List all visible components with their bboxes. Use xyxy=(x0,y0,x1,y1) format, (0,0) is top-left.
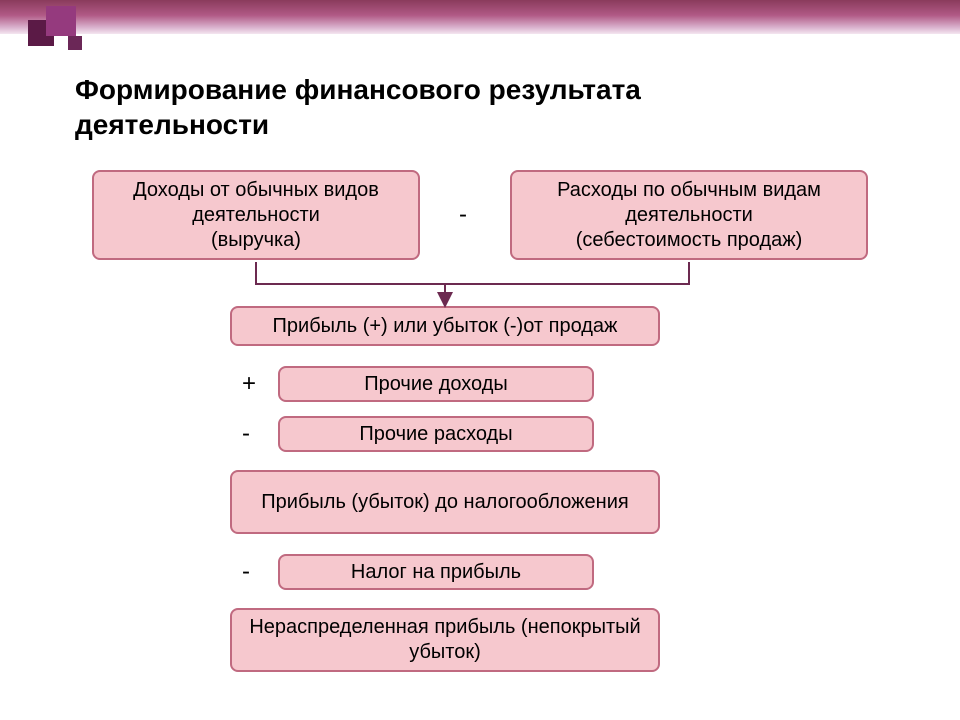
box-other-expense: Прочие расходы xyxy=(278,416,594,452)
box-other-income-text: Прочие доходы xyxy=(364,372,508,397)
box-expense-text: Расходы по обычным видам деятельности(се… xyxy=(520,178,858,253)
box-profit-before-tax-text: Прибыль (убыток) до налогообложения xyxy=(261,490,628,515)
box-profit-before-tax: Прибыль (убыток) до налогообложения xyxy=(230,470,660,534)
operator-minus-tax: - xyxy=(242,558,250,586)
box-other-expense-text: Прочие расходы xyxy=(359,422,512,447)
deco-square-3 xyxy=(68,36,82,50)
operator-plus: + xyxy=(242,370,256,398)
operator-minus-top: - xyxy=(459,201,467,229)
box-profit-sales-text: Прибыль (+) или убыток (-)от продаж xyxy=(273,314,618,339)
box-profit-sales: Прибыль (+) или убыток (-)от продаж xyxy=(230,306,660,346)
box-tax-text: Налог на прибыль xyxy=(351,560,521,585)
operator-minus-mid: - xyxy=(242,420,250,448)
title-line1: Формирование финансового результатадеяте… xyxy=(75,74,641,140)
box-tax: Налог на прибыль xyxy=(278,554,594,590)
deco-square-2 xyxy=(46,6,76,36)
box-retained: Нераспределенная прибыль (непокрытый убы… xyxy=(230,608,660,672)
box-expense: Расходы по обычным видам деятельности(се… xyxy=(510,170,868,260)
box-income-text: Доходы от обычных видов деятельности(выр… xyxy=(102,178,410,253)
slide-title: Формирование финансового результатадеяте… xyxy=(75,72,641,142)
box-retained-text: Нераспределенная прибыль (непокрытый убы… xyxy=(240,615,650,665)
box-other-income: Прочие доходы xyxy=(278,366,594,402)
topbar-gradient xyxy=(0,0,960,34)
box-income: Доходы от обычных видов деятельности(выр… xyxy=(92,170,420,260)
